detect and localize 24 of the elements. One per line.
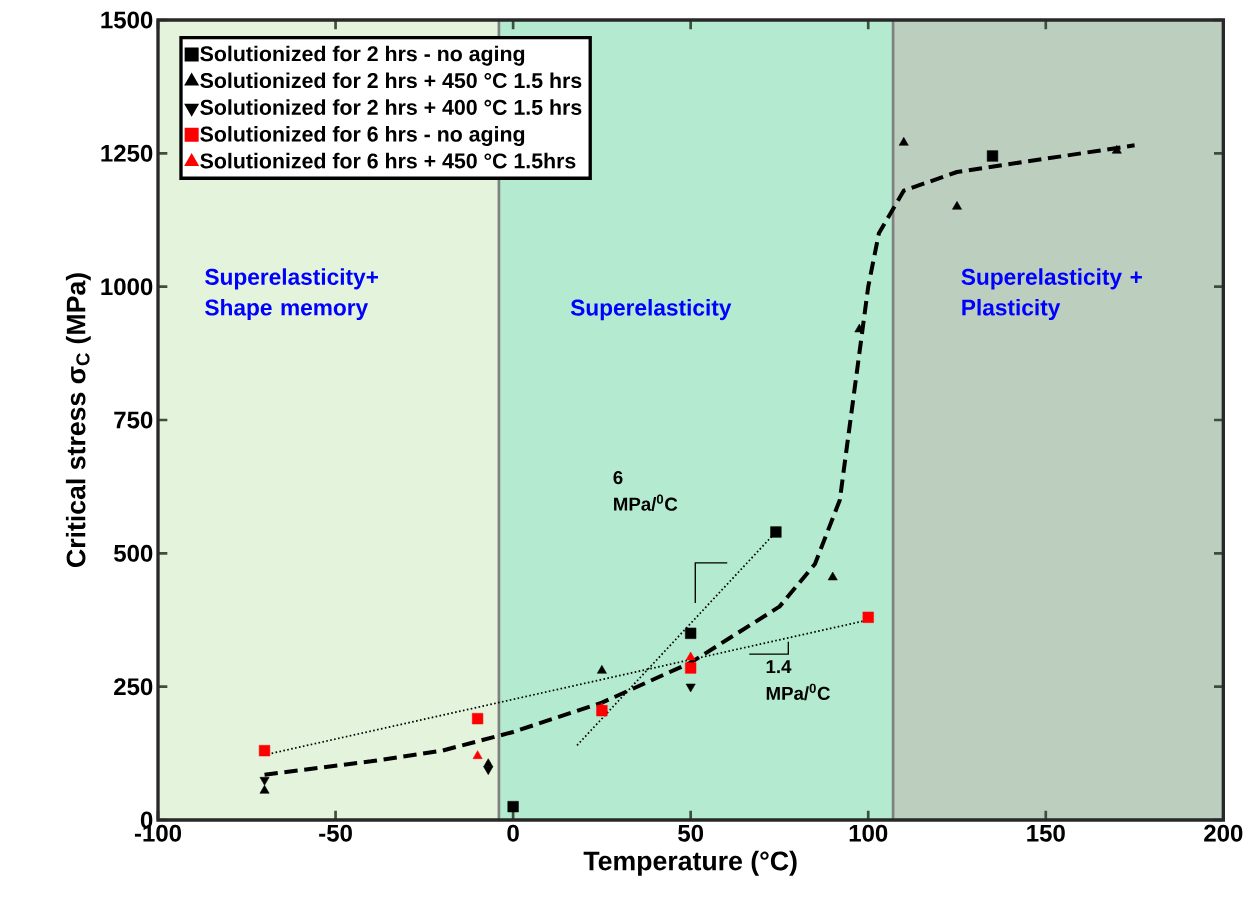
legend-label: Solutionized for 6 hrs + 450 °C 1.5hrs xyxy=(200,152,576,169)
y-tick-label: 750 xyxy=(114,411,153,429)
legend-label: Solutionized for 2 hrs - no aging xyxy=(200,45,525,66)
y-tick-label: 1500 xyxy=(101,11,153,29)
x-tick-label: 150 xyxy=(1027,824,1065,842)
legend-label: Solutionized for 6 hrs - no aging xyxy=(200,126,525,147)
x-tick-label: 0 xyxy=(507,824,519,842)
x-tick-label: 100 xyxy=(849,824,888,842)
y-tick-label: 1000 xyxy=(101,278,153,296)
x-tick-label: 200 xyxy=(1204,824,1243,842)
y-axis-title: Critical stress σ$_{C}$ (MPa) xyxy=(65,273,91,567)
annotation: 1.4 MPa/$^{0}$C xyxy=(766,660,830,701)
x-axis-title: Temperature (°C) xyxy=(583,850,797,876)
y-tick-label: 500 xyxy=(113,544,153,562)
legend-label: Solutionized for 2 hrs + 450 °C 1.5 hrs xyxy=(200,72,582,89)
annotation: Superelasticity+ Shape memory xyxy=(205,268,378,321)
annotation: 6 MPa/$^{0}$C xyxy=(613,470,678,511)
y-tick-label: 250 xyxy=(114,678,153,696)
legend-label: Solutionized for 2 hrs + 400 °C 1.5 hrs xyxy=(200,99,582,115)
y-tick-label: 1250 xyxy=(101,144,153,162)
annotation: Superelasticity xyxy=(570,299,732,321)
x-tick-label: -50 xyxy=(319,824,352,842)
x-tick-label: 50 xyxy=(678,824,704,842)
annotation: Superelasticity + Plasticity xyxy=(961,268,1142,321)
